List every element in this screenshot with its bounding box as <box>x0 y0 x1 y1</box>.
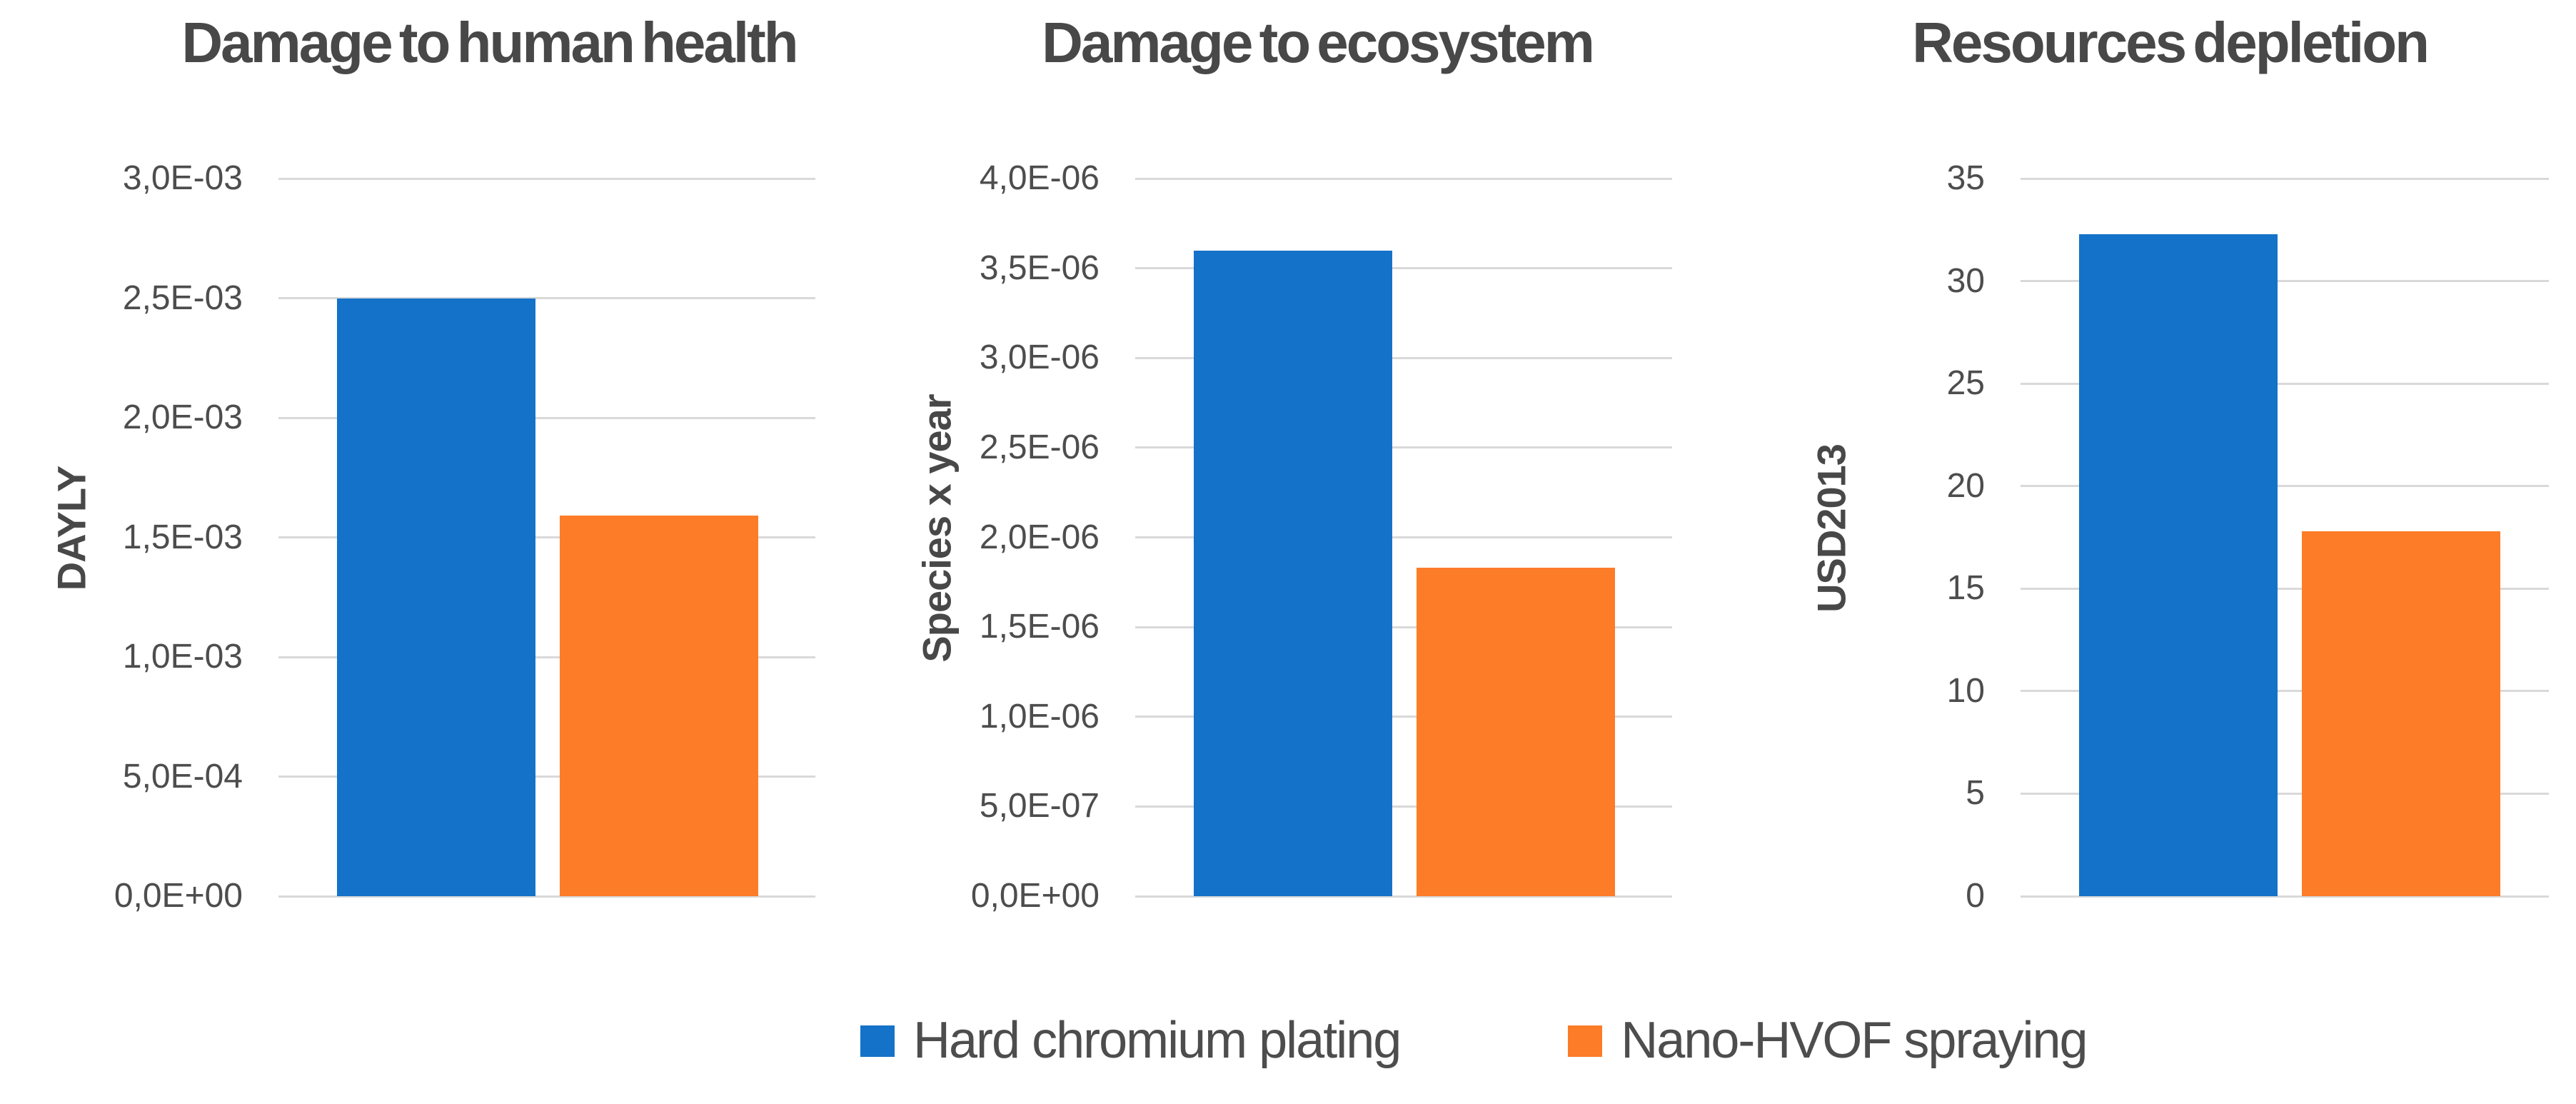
chart-damage-to-ecosystem: Damage to ecosystem Species x year 0,0E+… <box>878 0 1699 1104</box>
y-tick-label: 15 <box>1946 569 1985 608</box>
y-tick-label: 20 <box>1946 466 1985 505</box>
gridline <box>278 656 815 658</box>
gridline <box>2021 177 2549 180</box>
chart-damage-to-human-health: Damage to human health DAYLY 0,0E+00 5,0E… <box>21 0 835 1104</box>
y-tick-label: 1,5E-06 <box>979 608 1100 646</box>
y-tick-label: 2,0E-03 <box>122 398 243 436</box>
legend-swatch-blue <box>860 1025 895 1057</box>
plot-area-resources: 0 5 10 15 20 25 30 35 <box>1947 161 2549 913</box>
y-axis-label: DAYLY <box>49 466 94 591</box>
y-tick-label: 25 <box>1946 364 1985 403</box>
bar-hard-chromium-plating <box>337 298 535 896</box>
plot-area-human-health: 0,0E+00 5,0E-04 1,0E-03 1,5E-03 2,0E-03 2,5E-… <box>114 161 815 913</box>
y-tick-label: 2,5E-06 <box>979 428 1100 466</box>
gridline <box>2021 895 2549 898</box>
y-tick-label: 2,0E-06 <box>979 518 1100 556</box>
legend-item-nano-hvof-spraying: Nano-HVOF spraying <box>1568 1012 2088 1069</box>
chart-title: Damage to ecosystem <box>1042 11 1595 74</box>
legend-label: Hard chromium plating <box>913 1012 1402 1069</box>
gridline <box>278 895 815 898</box>
y-axis-label: Species x year <box>914 394 960 663</box>
y-tick-label: 1,0E-06 <box>979 697 1100 736</box>
y-tick-label: 5 <box>1966 774 1985 813</box>
chart-resources-depletion: Resources depletion USD2013 0 5 10 15 20 25 30… <box>1749 0 2576 1104</box>
bar-nano-hvof-spraying <box>2302 531 2500 896</box>
gridline <box>1135 446 1672 449</box>
gridline <box>278 776 815 778</box>
y-tick-label: 1,5E-03 <box>122 518 243 556</box>
gridline <box>2021 690 2549 693</box>
gridline <box>278 297 815 299</box>
y-tick-label: 2,5E-03 <box>122 278 243 317</box>
gridline <box>2021 485 2549 488</box>
y-tick-label: 3,0E-06 <box>979 338 1100 377</box>
gridline <box>1135 895 1672 898</box>
gridline <box>278 177 815 180</box>
gridline <box>1135 177 1672 180</box>
gridline <box>1135 267 1672 270</box>
bar-nano-hvof-spraying <box>560 516 758 896</box>
y-axis-label: USD2013 <box>1808 444 1854 613</box>
y-tick-label: 5,0E-07 <box>979 787 1100 826</box>
gridline <box>1135 716 1672 718</box>
y-tick-label: 0,0E+00 <box>970 877 1100 915</box>
chart-title: Damage to human health <box>181 11 798 74</box>
legend-label: Nano-HVOF spraying <box>1621 1012 2088 1069</box>
y-tick-label: 1,0E-03 <box>122 638 243 676</box>
gridline <box>278 536 815 538</box>
gridline <box>1135 356 1672 359</box>
gridline <box>1135 626 1672 628</box>
gridline <box>2021 280 2549 283</box>
bar-nano-hvof-spraying <box>1417 568 1615 896</box>
legend: Hard chromium plating Nano-HVOF spraying <box>860 1012 2088 1069</box>
y-tick-label: 0 <box>1966 877 1985 915</box>
y-tick-label: 10 <box>1946 671 1985 710</box>
y-tick-label: 4,0E-06 <box>979 159 1100 197</box>
gridline <box>2021 792 2549 795</box>
plot-area-ecosystem: 0,0E+00 5,0E-07 1,0E-06 1,5E-06 2,0E-06 2,5E-… <box>971 161 1672 913</box>
gridline <box>2021 382 2549 385</box>
bar-hard-chromium-plating <box>1194 250 1392 896</box>
y-tick-label: 30 <box>1946 261 1985 300</box>
y-tick-label: 3,0E-03 <box>122 159 243 197</box>
legend-item-hard-chromium-plating: Hard chromium plating <box>860 1012 1402 1069</box>
bar-hard-chromium-plating <box>2079 234 2278 896</box>
gridline <box>2021 587 2549 590</box>
gridline <box>1135 536 1672 538</box>
y-tick-label: 5,0E-04 <box>122 757 243 796</box>
y-tick-label: 3,5E-06 <box>979 249 1100 287</box>
gridline <box>1135 805 1672 808</box>
chart-title: Resources depletion <box>1912 11 2430 74</box>
y-tick-label: 0,0E+00 <box>114 877 243 915</box>
legend-swatch-orange <box>1568 1025 1603 1057</box>
gridline <box>278 416 815 419</box>
y-tick-label: 35 <box>1946 159 1985 197</box>
